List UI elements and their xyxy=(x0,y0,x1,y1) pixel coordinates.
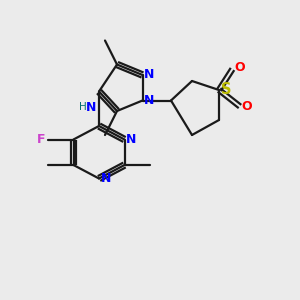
Text: O: O xyxy=(242,100,252,113)
Text: H: H xyxy=(79,102,86,112)
Text: F: F xyxy=(37,133,45,146)
Text: N: N xyxy=(144,94,154,107)
Text: N: N xyxy=(144,68,154,82)
Text: O: O xyxy=(234,61,244,74)
Text: N: N xyxy=(100,172,111,185)
Text: N: N xyxy=(126,133,136,146)
Text: S: S xyxy=(221,82,232,98)
Text: N: N xyxy=(86,101,97,114)
